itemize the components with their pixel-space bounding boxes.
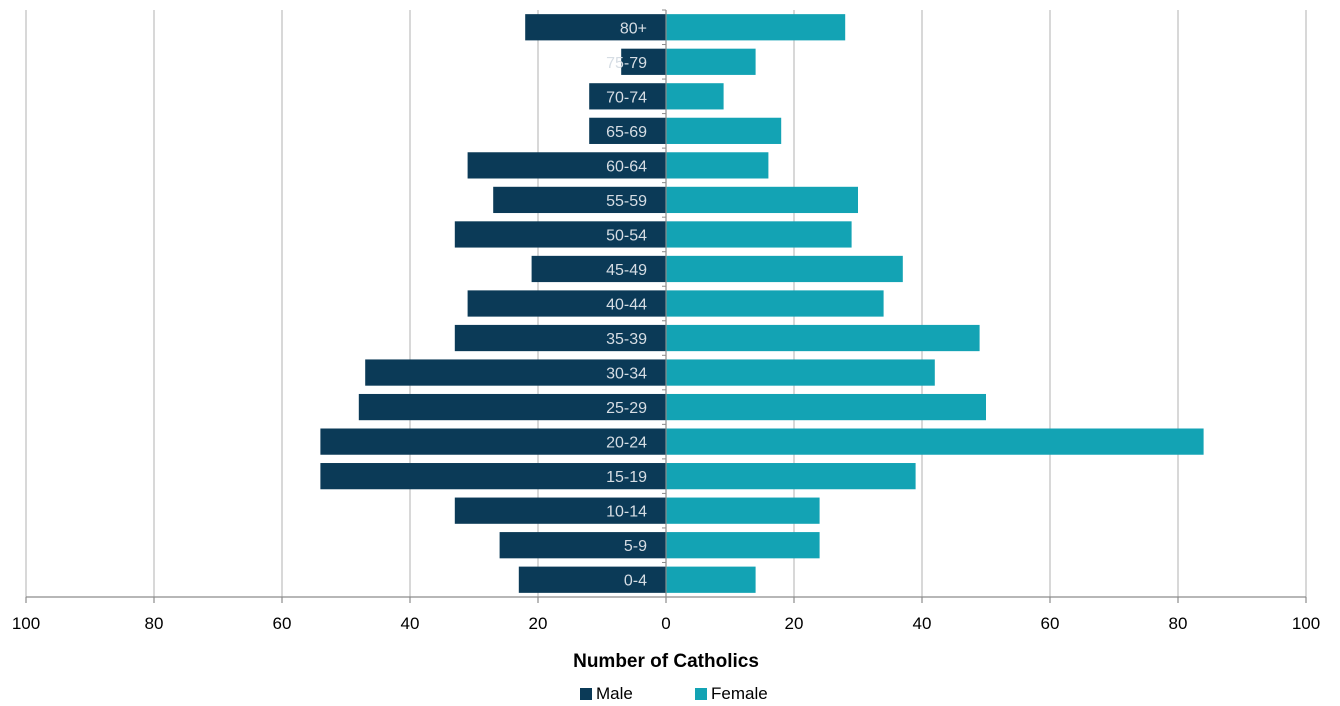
x-tick-label-2: 60 (273, 614, 292, 633)
legend-swatch-female (695, 688, 707, 700)
bar-male-55-59 (493, 186, 666, 214)
bar-female-60-64 (666, 152, 769, 179)
bar-male-25-29 (358, 393, 666, 421)
x-axis: 100 80 60 40 20 0 20 40 60 80 100 (12, 9, 1320, 633)
bar-male-30-34 (365, 359, 666, 386)
bar-male-75-79 (621, 48, 666, 75)
category-label-20-24: 20-24 (606, 435, 647, 452)
category-label-5-9: 5-9 (624, 538, 647, 555)
bar-male-10-14 (454, 497, 666, 524)
bar-female-10-14 (666, 497, 820, 524)
bar-female-0-4 (666, 566, 756, 593)
bar-female-40-44 (666, 290, 884, 317)
category-label-35-39: 35-39 (606, 331, 647, 348)
category-label-55-59: 55-59 (606, 193, 647, 210)
bar-male-0-4 (518, 566, 666, 593)
category-label-10-14: 10-14 (606, 504, 647, 521)
x-tick-label-4: 20 (529, 614, 548, 633)
x-tick-label-8: 60 (1041, 614, 1060, 633)
x-tick-label-9: 80 (1169, 614, 1188, 633)
legend: Male Female (580, 684, 768, 703)
x-tick-label-5: 0 (661, 614, 670, 633)
legend-swatch-male (580, 688, 592, 700)
bar-female-25-29 (666, 393, 986, 421)
bar-male-65-69 (589, 117, 666, 144)
bar-female-50-54 (666, 221, 852, 248)
category-label-65-69: 65-69 (606, 124, 647, 141)
category-labels: 0-4 5-9 10-14 15-19 20-24 25-29 30-34 35-39 40-4… (606, 20, 647, 589)
bar-female-55-59 (666, 186, 858, 214)
bar-female-45-49 (666, 255, 903, 283)
bar-female-80+ (666, 14, 846, 41)
category-label-40-44: 40-44 (606, 297, 647, 314)
category-label-15-19: 15-19 (606, 469, 647, 486)
bar-male-15-19 (320, 463, 666, 490)
bar-female-70-74 (666, 83, 724, 110)
category-label-25-29: 25-29 (606, 400, 647, 417)
bar-male-35-39 (454, 324, 666, 352)
category-label-50-54: 50-54 (606, 227, 647, 244)
bar-female-20-24 (666, 428, 1204, 455)
x-axis-title: Number of Catholics (573, 651, 759, 672)
bar-female-30-34 (666, 359, 935, 386)
legend-label-female: Female (711, 684, 768, 703)
x-tick-label-1: 80 (145, 614, 164, 633)
category-label-70-74: 70-74 (606, 89, 647, 106)
bars (320, 14, 1204, 593)
category-label-0-4: 0-4 (624, 573, 647, 590)
category-label-45-49: 45-49 (606, 262, 647, 279)
bar-female-65-69 (666, 117, 782, 144)
bar-male-70-74 (589, 83, 666, 110)
bar-male-45-49 (531, 255, 666, 283)
x-tick-label-10: 100 (1292, 614, 1320, 633)
bar-male-5-9 (499, 532, 666, 559)
bar-male-50-54 (454, 221, 666, 248)
legend-label-male: Male (596, 684, 633, 703)
category-label-80+: 80+ (620, 20, 647, 37)
category-label-30-34: 30-34 (606, 366, 647, 383)
bar-male-60-64 (467, 152, 666, 179)
bar-female-5-9 (666, 532, 820, 559)
bar-male-80+ (525, 14, 666, 41)
category-label-60-64: 60-64 (606, 158, 647, 175)
bar-female-75-79 (666, 48, 756, 75)
bar-female-35-39 (666, 324, 980, 352)
x-tick-label-6: 20 (785, 614, 804, 633)
x-tick-label-3: 40 (401, 614, 420, 633)
category-label-75-79: 75-79 (606, 55, 647, 72)
bar-female-15-19 (666, 463, 916, 490)
bar-male-40-44 (467, 290, 666, 317)
bar-male-20-24 (320, 428, 666, 455)
x-tick-label-0: 100 (12, 614, 40, 633)
x-tick-label-7: 40 (913, 614, 932, 633)
